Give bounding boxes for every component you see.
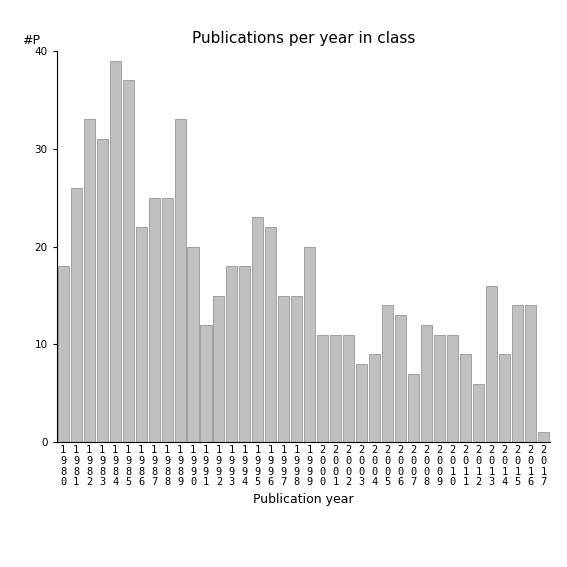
Bar — [213, 295, 225, 442]
Bar — [331, 335, 341, 442]
Bar — [460, 354, 471, 442]
Bar — [356, 364, 367, 442]
Bar — [58, 266, 69, 442]
Bar — [538, 433, 549, 442]
Bar — [201, 325, 211, 442]
Bar — [265, 227, 276, 442]
Bar — [84, 120, 95, 442]
Bar — [304, 247, 315, 442]
Bar — [252, 217, 264, 442]
Bar — [109, 61, 121, 442]
Bar — [136, 227, 147, 442]
Bar — [382, 305, 393, 442]
Text: #P: #P — [22, 34, 40, 47]
Bar — [499, 354, 510, 442]
Bar — [421, 325, 432, 442]
Bar — [486, 286, 497, 442]
Bar — [188, 247, 198, 442]
Bar — [226, 266, 238, 442]
Bar — [149, 198, 159, 442]
Bar — [291, 295, 302, 442]
Bar — [447, 335, 458, 442]
Bar — [175, 120, 185, 442]
X-axis label: Publication year: Publication year — [253, 493, 354, 506]
Bar — [343, 335, 354, 442]
Bar — [239, 266, 251, 442]
Bar — [318, 335, 328, 442]
Bar — [512, 305, 523, 442]
Bar — [434, 335, 445, 442]
Bar — [473, 384, 484, 442]
Bar — [278, 295, 289, 442]
Bar — [408, 374, 419, 442]
Bar — [369, 354, 380, 442]
Bar — [525, 305, 536, 442]
Bar — [96, 139, 108, 442]
Title: Publications per year in class: Publications per year in class — [192, 31, 415, 46]
Bar — [162, 198, 172, 442]
Bar — [71, 188, 82, 442]
Bar — [395, 315, 406, 442]
Bar — [122, 81, 134, 442]
